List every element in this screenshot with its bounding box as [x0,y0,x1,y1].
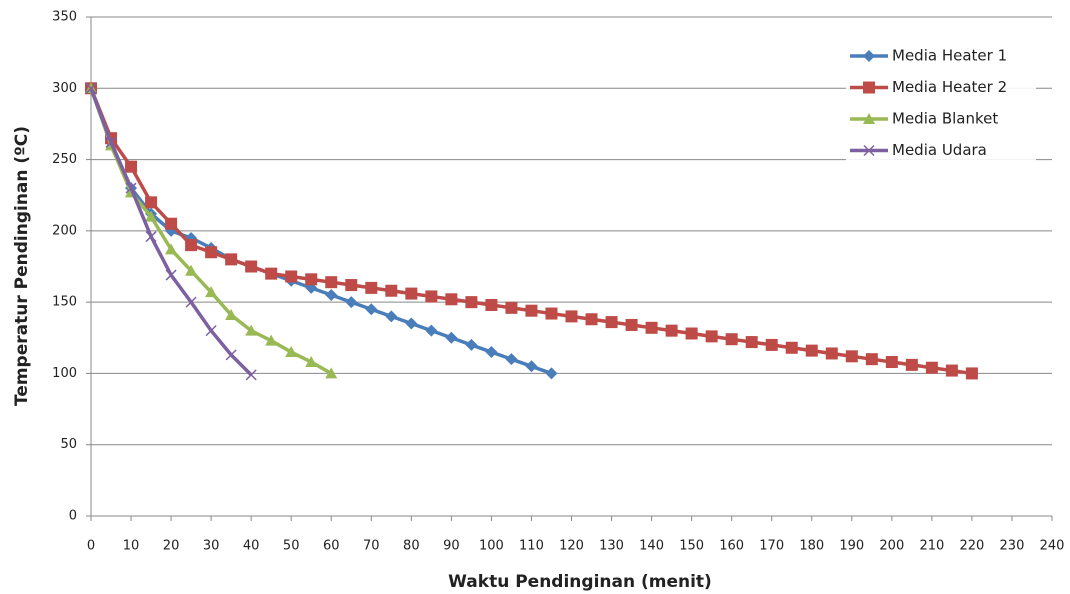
x-tick-label: 200 [879,539,904,554]
marker [465,339,477,351]
marker [686,328,698,340]
x-tick-label: 50 [283,539,300,554]
marker [325,289,337,301]
x-tick-label: 190 [839,539,864,554]
marker [926,362,938,374]
legend-label: Media Udara [892,141,987,159]
marker [525,360,537,372]
marker [485,299,497,311]
marker [505,353,517,365]
legend-label: Media Heater 2 [892,78,1007,96]
legend-label: Media Heater 1 [892,47,1007,65]
marker [225,253,237,265]
marker [766,339,778,351]
marker [626,319,638,331]
marker [606,316,618,328]
marker [425,325,437,337]
marker [505,302,517,314]
marker [165,218,177,230]
x-tick-label: 230 [1000,539,1025,554]
x-tick-label: 0 [87,539,95,554]
marker [866,353,878,365]
marker [826,347,838,359]
marker [706,330,718,342]
marker [545,367,557,379]
marker [906,359,918,371]
marker [485,346,497,358]
y-tick-label: 150 [52,295,77,310]
marker [125,161,137,173]
x-axis-title: Waktu Pendinginan (menit) [448,572,712,592]
x-tick-label: 20 [163,539,180,554]
marker [285,270,297,282]
x-tick-label: 80 [403,539,420,554]
marker [305,273,317,285]
marker [405,288,417,300]
x-tick-label: 40 [243,539,260,554]
marker [806,345,818,357]
marker [566,310,578,322]
y-tick-label: 250 [52,152,77,167]
marker [325,276,337,288]
x-tick-label: 220 [960,539,985,554]
marker [465,296,477,308]
marker [886,356,898,368]
y-tick-label: 350 [52,10,77,25]
marker [863,82,875,94]
marker [245,261,257,273]
y-tick-label: 50 [60,437,77,452]
x-tick-label: 60 [323,539,340,554]
x-tick-label: 160 [719,539,744,554]
marker [786,342,798,354]
marker [646,322,658,334]
marker [425,290,437,302]
y-tick-label: 300 [52,81,77,96]
x-tick-label: 170 [759,539,784,554]
marker [365,282,377,294]
y-tick-label: 0 [69,509,77,524]
marker [185,239,197,251]
chart: Waktu Pendinginan (menit) Temperatur Pen… [0,0,1070,594]
x-tick-label: 90 [443,539,460,554]
marker [345,296,357,308]
x-tick-label: 140 [639,539,664,554]
x-tick-label: 30 [203,539,220,554]
marker [846,350,858,362]
marker [525,305,537,317]
marker [746,336,758,348]
marker [946,365,958,377]
marker [385,310,397,322]
marker [345,279,357,291]
y-axis-title: Temperatur Pendinginan (ºC) [12,126,32,406]
marker [586,313,598,325]
x-tick-label: 180 [799,539,824,554]
marker [246,370,256,380]
marker [385,285,397,297]
x-tick-label: 150 [679,539,704,554]
y-tick-label: 100 [52,366,77,381]
legend-label: Media Blanket [892,110,998,128]
marker [445,332,457,344]
marker [545,308,557,320]
x-tick-label: 100 [479,539,504,554]
y-tick-label: 200 [52,223,77,238]
x-tick-label: 10 [123,539,140,554]
x-tick-label: 240 [1040,539,1065,554]
marker [445,293,457,305]
marker [726,333,738,345]
x-tick-label: 110 [519,539,544,554]
marker [966,367,978,379]
marker [265,268,277,280]
marker [365,303,377,315]
marker [405,318,417,330]
marker [226,350,236,360]
marker [666,325,678,337]
marker [205,246,217,258]
x-tick-label: 120 [559,539,584,554]
x-tick-label: 130 [599,539,624,554]
marker [206,326,216,336]
x-tick-label: 210 [919,539,944,554]
x-tick-label: 70 [363,539,380,554]
marker [145,196,157,208]
